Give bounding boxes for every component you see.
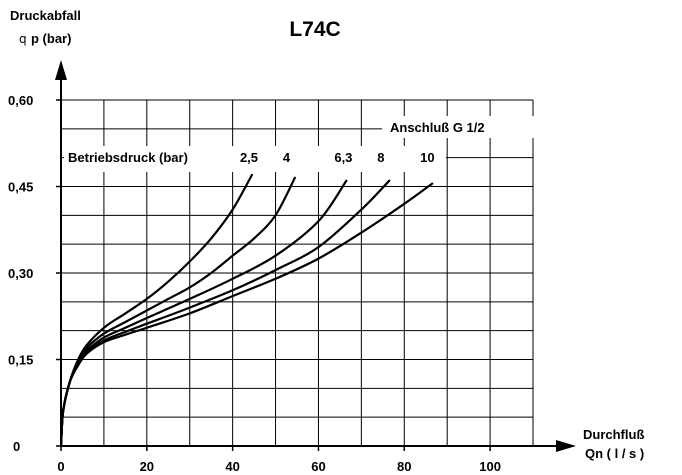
x-tick-label: 40 bbox=[225, 459, 239, 474]
annotations: Anschluß G 1/2 Betriebsdruck (bar) bbox=[64, 116, 534, 172]
x-tick-label: 20 bbox=[140, 459, 154, 474]
series-label-3: 8 bbox=[377, 150, 384, 165]
series-label-0: 2,5 bbox=[240, 150, 258, 165]
x-tick-label: 60 bbox=[311, 459, 325, 474]
series-label-1: 4 bbox=[283, 150, 291, 165]
curves bbox=[59, 173, 434, 448]
x-axis-label-line2: Qn ( l / s ) bbox=[585, 446, 644, 461]
series-label-2: 6,3 bbox=[334, 150, 352, 165]
x-axis-arrow bbox=[556, 440, 576, 452]
connection-label: Anschluß G 1/2 bbox=[390, 120, 485, 135]
x-axis-label-line1: Durchfluß bbox=[583, 427, 644, 442]
y-axis-label-line2: p (bar) bbox=[31, 31, 71, 46]
labels: L74C Druckabfall q p (bar) Durchfluß Qn … bbox=[10, 8, 644, 461]
operating-pressure-box bbox=[64, 146, 446, 172]
y-tick-label: 0,15 bbox=[8, 353, 33, 368]
axes: 0 20 40 60 80 100 0 0,15 0,30 0,45 0,60 bbox=[8, 60, 576, 474]
y-tick-label: 0 bbox=[13, 439, 20, 454]
y-tick-label: 0,30 bbox=[8, 266, 33, 281]
series-label-4: 10 bbox=[420, 150, 434, 165]
operating-pressure-label: Betriebsdruck (bar) bbox=[68, 150, 188, 165]
chart-title: L74C bbox=[289, 18, 340, 41]
y-axis-label-symbol: q bbox=[19, 32, 27, 46]
connection-label-box bbox=[382, 116, 534, 138]
series-line-4 bbox=[59, 182, 434, 448]
x-tick-label: 80 bbox=[397, 459, 411, 474]
y-axis-arrow bbox=[55, 60, 67, 80]
y-tick-label: 0,60 bbox=[8, 93, 33, 108]
x-tick-label: 0 bbox=[57, 459, 64, 474]
y-axis-label-line1: Druckabfall bbox=[10, 8, 81, 23]
y-tick-label: 0,45 bbox=[8, 180, 33, 195]
series-labels: 2,5 4 6,3 8 10 bbox=[240, 150, 435, 165]
x-tick-label: 100 bbox=[479, 459, 501, 474]
